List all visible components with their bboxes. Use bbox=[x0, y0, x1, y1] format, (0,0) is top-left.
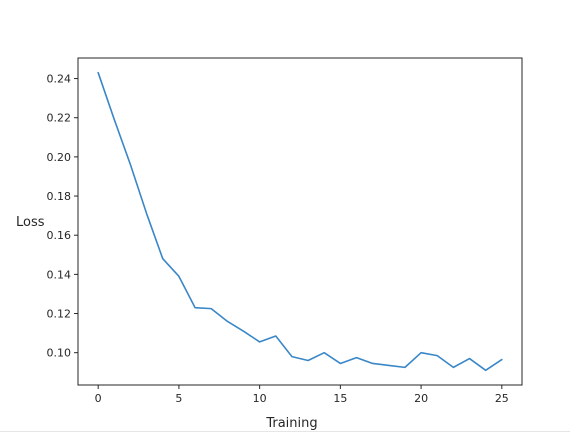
data-point bbox=[226, 320, 228, 322]
data-point bbox=[436, 355, 438, 357]
data-point bbox=[501, 359, 503, 361]
y-tick-label: 0.22 bbox=[47, 112, 72, 125]
data-point bbox=[194, 307, 196, 309]
y-tick-label: 0.10 bbox=[47, 347, 72, 360]
data-point bbox=[275, 335, 277, 337]
data-point bbox=[469, 358, 471, 360]
data-point bbox=[356, 357, 358, 359]
x-tick-label: 5 bbox=[175, 392, 182, 405]
y-tick-label: 0.14 bbox=[47, 268, 72, 281]
series-points bbox=[97, 72, 503, 372]
x-axis-label: Training bbox=[265, 416, 317, 431]
data-point bbox=[259, 341, 261, 343]
data-point bbox=[97, 72, 99, 74]
y-tick-label: 0.24 bbox=[47, 73, 72, 86]
data-point bbox=[291, 356, 293, 358]
y-tick-label: 0.18 bbox=[47, 190, 72, 203]
series-line-loss bbox=[97, 71, 503, 372]
data-point bbox=[162, 258, 164, 260]
x-axis: 0 5 10 15 20 25 bbox=[95, 385, 509, 405]
data-point bbox=[420, 352, 422, 354]
x-tick-label: 25 bbox=[495, 392, 509, 405]
data-point bbox=[372, 362, 374, 364]
data-point bbox=[242, 330, 244, 332]
data-point bbox=[210, 308, 212, 310]
data-point bbox=[388, 364, 390, 366]
data-point bbox=[404, 366, 406, 368]
data-point bbox=[485, 369, 487, 371]
x-tick-label: 10 bbox=[253, 392, 267, 405]
data-point bbox=[452, 366, 454, 368]
plot-area-frame bbox=[77, 57, 523, 386]
x-tick-label: 20 bbox=[414, 392, 428, 405]
data-point bbox=[146, 213, 148, 215]
bottom-divider bbox=[0, 431, 570, 432]
data-point bbox=[113, 119, 115, 121]
data-point bbox=[178, 275, 180, 277]
x-tick-label: 0 bbox=[95, 392, 102, 405]
y-tick-label: 0.20 bbox=[47, 151, 72, 164]
data-point bbox=[339, 362, 341, 364]
y-tick-label: 0.12 bbox=[47, 308, 72, 321]
x-tick-label: 15 bbox=[333, 392, 347, 405]
data-point bbox=[323, 352, 325, 354]
y-axis: 0.10 0.12 0.14 0.16 0.18 0.20 0.22 0.24 bbox=[47, 73, 78, 360]
data-point bbox=[129, 164, 131, 166]
y-tick-label: 0.16 bbox=[47, 229, 72, 242]
y-axis-label: Loss bbox=[16, 215, 45, 230]
data-point bbox=[307, 360, 309, 362]
